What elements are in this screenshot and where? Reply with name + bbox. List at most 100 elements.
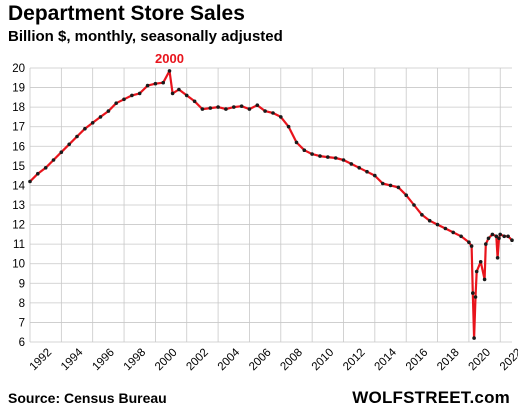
data-point: [106, 109, 111, 113]
y-tick-label: 9: [19, 278, 25, 290]
data-point: [137, 91, 142, 96]
data-point: [83, 126, 87, 131]
data-point: [167, 69, 172, 73]
data-point: [310, 152, 314, 156]
x-tick-label: 2016: [404, 347, 431, 374]
data-point: [255, 103, 260, 107]
data-point: [224, 107, 228, 111]
data-point: [122, 97, 126, 102]
data-point: [427, 218, 432, 223]
series-markers: [28, 69, 514, 340]
y-tick-label: 19: [12, 83, 25, 95]
x-tick-label: 2000: [153, 347, 180, 374]
chart-subtitle: Billion $, monthly, seasonally adjusted: [8, 28, 283, 45]
data-point: [495, 255, 500, 260]
y-tick-label: 18: [12, 102, 25, 114]
data-point: [498, 232, 503, 237]
data-point: [365, 169, 369, 174]
data-point: [396, 185, 401, 190]
data-point: [36, 171, 40, 176]
data-point: [114, 101, 118, 105]
data-point: [333, 156, 338, 160]
data-point: [200, 107, 205, 111]
data-point: [467, 240, 471, 244]
y-tick-label: 14: [12, 180, 25, 192]
data-point: [145, 83, 150, 88]
data-point: [192, 99, 197, 104]
y-tick-label: 20: [12, 63, 25, 75]
data-point: [388, 183, 393, 188]
chart-title: Department Store Sales: [8, 2, 245, 25]
data-point: [435, 222, 440, 227]
x-tick-label: 2018: [435, 347, 462, 374]
y-tick-label: 12: [12, 220, 25, 232]
data-point: [67, 142, 71, 147]
x-tick-label: 2002: [184, 347, 211, 374]
x-tick-label: 1992: [28, 347, 55, 374]
data-point: [153, 81, 158, 86]
y-tick-label: 11: [13, 239, 25, 251]
data-point: [239, 104, 244, 108]
data-point: [177, 87, 181, 92]
data-point: [478, 260, 483, 264]
data-point: [404, 193, 409, 197]
data-point: [247, 107, 252, 111]
x-tick-label: 1998: [122, 347, 149, 374]
x-axis-ticks: 1992 1994 1996 1998 2000 2002 2004 2006 2008 2010…: [28, 346, 518, 373]
data-point: [59, 150, 64, 154]
x-tick-label: 2012: [341, 347, 368, 374]
data-point: [490, 232, 495, 237]
data-point: [506, 234, 510, 239]
data-point: [357, 166, 362, 170]
x-tick-label: 1994: [59, 346, 86, 373]
x-tick-label: 2008: [278, 347, 305, 374]
y-tick-label: 16: [12, 141, 25, 153]
x-tick-label: 2020: [467, 347, 494, 374]
y-axis-ticks: 6 7 8 9 10 11 12 13 14 15 16 17 18 19 20: [12, 63, 25, 349]
data-point: [451, 230, 456, 235]
x-tick-label: 2022: [498, 347, 518, 374]
data-point: [510, 238, 514, 242]
data-point: [98, 115, 103, 119]
data-point: [341, 158, 346, 162]
series-line-path: [29, 69, 513, 340]
data-point: [482, 277, 487, 282]
data-point: [184, 93, 189, 98]
data-point: [349, 162, 354, 166]
x-tick-label: 2006: [247, 347, 274, 374]
data-point: [232, 105, 236, 109]
data-point: [170, 91, 175, 96]
data-point: [51, 158, 56, 162]
x-tick-label: 2014: [372, 346, 399, 373]
data-point: [494, 234, 499, 239]
y-tick-label: 17: [12, 122, 25, 134]
data-point: [294, 140, 299, 145]
annotation-label: 2000: [155, 51, 184, 66]
data-point: [459, 234, 463, 239]
y-tick-label: 10: [12, 259, 25, 271]
data-point: [486, 236, 491, 241]
data-point: [443, 226, 448, 231]
data-point: [380, 181, 385, 186]
data-point: [43, 166, 48, 170]
data-point: [208, 106, 213, 110]
source-note: Source: Census Bureau: [8, 390, 167, 406]
data-point: [318, 154, 322, 158]
data-point: [28, 179, 32, 184]
data-point: [279, 115, 283, 119]
data-point: [420, 213, 424, 217]
y-tick-label: 8: [19, 298, 25, 310]
data-point: [271, 111, 275, 115]
annotations: 2000: [155, 51, 184, 66]
x-tick-label: 2004: [216, 346, 243, 373]
data-point: [412, 203, 416, 207]
data-point: [373, 173, 377, 178]
x-tick-label: 2010: [310, 347, 337, 374]
y-tick-label: 15: [12, 161, 25, 173]
data-point: [473, 295, 478, 299]
x-tick-label: 1996: [90, 347, 117, 374]
data-point: [75, 134, 79, 139]
data-point: [472, 336, 476, 340]
data-point: [90, 121, 95, 125]
